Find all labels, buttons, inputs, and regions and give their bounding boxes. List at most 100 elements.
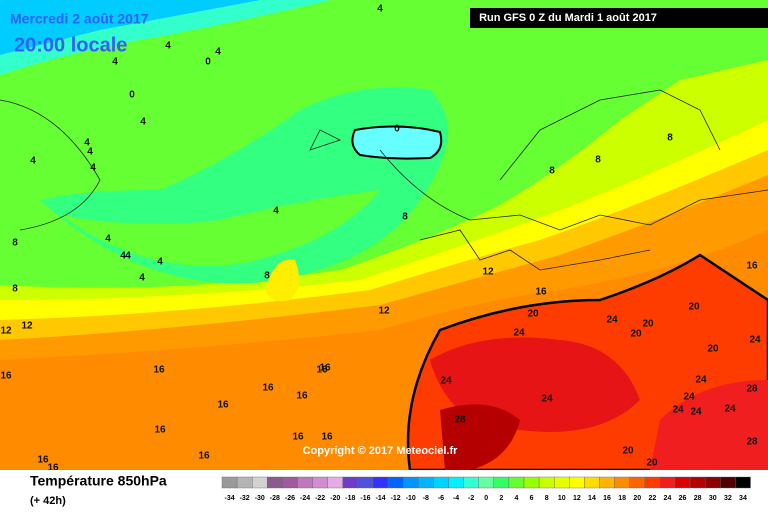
contour-label: 24 (672, 405, 684, 416)
scale-swatch (584, 476, 600, 489)
run-box (470, 8, 768, 28)
scale-swatch (644, 476, 661, 489)
contour-label: 28 (454, 415, 466, 426)
scale-swatch (569, 476, 585, 489)
footer-title: Température 850hPa (30, 473, 167, 489)
contour-label: 16 (319, 363, 331, 374)
contour-label: 4 (273, 206, 279, 217)
scale-swatch (463, 476, 479, 489)
run-info: Run GFS 0 Z du Mardi 1 août 2017 (479, 12, 657, 24)
contour-label: 20 (646, 458, 658, 469)
scale-swatch (297, 476, 313, 489)
contour-label: 20 (642, 319, 654, 330)
contour-label: 12 (378, 306, 390, 317)
contour-label: 4 (140, 117, 146, 128)
scale-swatch (433, 476, 449, 489)
contour-label: 16 (154, 425, 166, 436)
scale-label: 32 (724, 495, 732, 502)
scale-label: -32 (240, 495, 250, 502)
scale-label: 30 (709, 495, 717, 502)
scale-swatch (327, 476, 344, 489)
contour-label: 28 (746, 437, 758, 448)
contour-label: 24 (695, 375, 707, 386)
scale-label: -22 (315, 495, 325, 502)
scale-swatch (267, 476, 283, 489)
scale-swatch (659, 476, 676, 489)
scale-label: -8 (423, 495, 429, 502)
scale-label: -12 (391, 495, 401, 502)
color-scale: -34 -32 -30 -28 -26 -24 -22 -20 -18 -16 -14 -12 -10-… (221, 476, 751, 502)
scale-label: -14 (375, 495, 385, 502)
scale-swatch (538, 476, 555, 489)
contour-label: 8 (402, 212, 408, 223)
scale-swatch (614, 476, 630, 489)
scale-swatch (705, 476, 721, 489)
scale-swatch (523, 476, 540, 489)
contour-label: 16 (0, 371, 12, 382)
contour-label: 4 (377, 4, 383, 15)
scale-label: -6 (438, 495, 444, 502)
contour-label: 12 (0, 326, 12, 337)
contour-label: 4 (120, 251, 126, 262)
contour-label: 16 (292, 432, 304, 443)
scale-swatch (282, 476, 298, 489)
contour-label: 16 (198, 451, 210, 462)
scale-swatch (493, 476, 510, 489)
contour-label: 4 (215, 47, 221, 58)
scale-label: -18 (345, 495, 355, 502)
scale-label: 4 (514, 495, 518, 502)
scale-label: 8 (545, 495, 549, 502)
scale-label: 24 (664, 495, 672, 502)
scale-label: 20 (633, 495, 641, 502)
scale-label: 26 (679, 495, 687, 502)
contour-label: 4 (125, 251, 131, 262)
date: Mercredi 2 août 2017 (10, 11, 149, 27)
scale-label: 16 (603, 495, 611, 502)
contour-label: 4 (139, 273, 145, 284)
contour-label: 0 (205, 57, 211, 68)
contour-label: 8 (549, 166, 555, 177)
scale-label: 14 (588, 495, 596, 502)
scale-label: 6 (530, 495, 534, 502)
contour-label: 8 (12, 284, 18, 295)
contour-label: 4 (157, 257, 163, 268)
contour-label: 16 (746, 261, 758, 272)
contour-label: 4 (30, 156, 36, 167)
footer-lead: (+ 42h) (30, 495, 66, 507)
scale-label: 12 (573, 495, 581, 502)
contour-label: 24 (541, 394, 553, 405)
contour-label: 24 (724, 404, 736, 415)
scale-label: 28 (694, 495, 702, 502)
scale-swatch (387, 476, 404, 489)
scale-swatch (629, 476, 646, 489)
contour-label: 24 (683, 392, 695, 403)
scale-label: -16 (360, 495, 370, 502)
contour-label: 20 (630, 329, 642, 340)
contour-label: 16 (296, 391, 308, 402)
contour-label: 8 (264, 271, 270, 282)
contour-label: 16 (47, 463, 59, 474)
contour-label: 8 (667, 133, 673, 144)
scale-label: 18 (618, 495, 626, 502)
scale-swatch (221, 476, 238, 489)
scale-label: 2 (499, 495, 503, 502)
time: 20:00 locale (14, 34, 127, 56)
scale-label: -24 (300, 495, 310, 502)
scale-label: 34 (739, 495, 747, 502)
scale-swatch (689, 476, 706, 489)
contour-label: 4 (87, 147, 93, 158)
scale-label: -20 (330, 495, 340, 502)
contour-label: 24 (690, 407, 702, 418)
scale-swatch (599, 476, 615, 489)
contour-label: 12 (21, 321, 33, 332)
contour-label: 16 (153, 365, 165, 376)
contour-label: 4 (165, 41, 171, 52)
scale-swatch (403, 476, 419, 489)
contour-label: 16 (535, 287, 547, 298)
scale-swatch (312, 476, 328, 489)
scale-swatch (342, 476, 359, 489)
scale-label: -2 (468, 495, 474, 502)
scale-swatch (448, 476, 464, 489)
scale-swatch (508, 476, 525, 489)
